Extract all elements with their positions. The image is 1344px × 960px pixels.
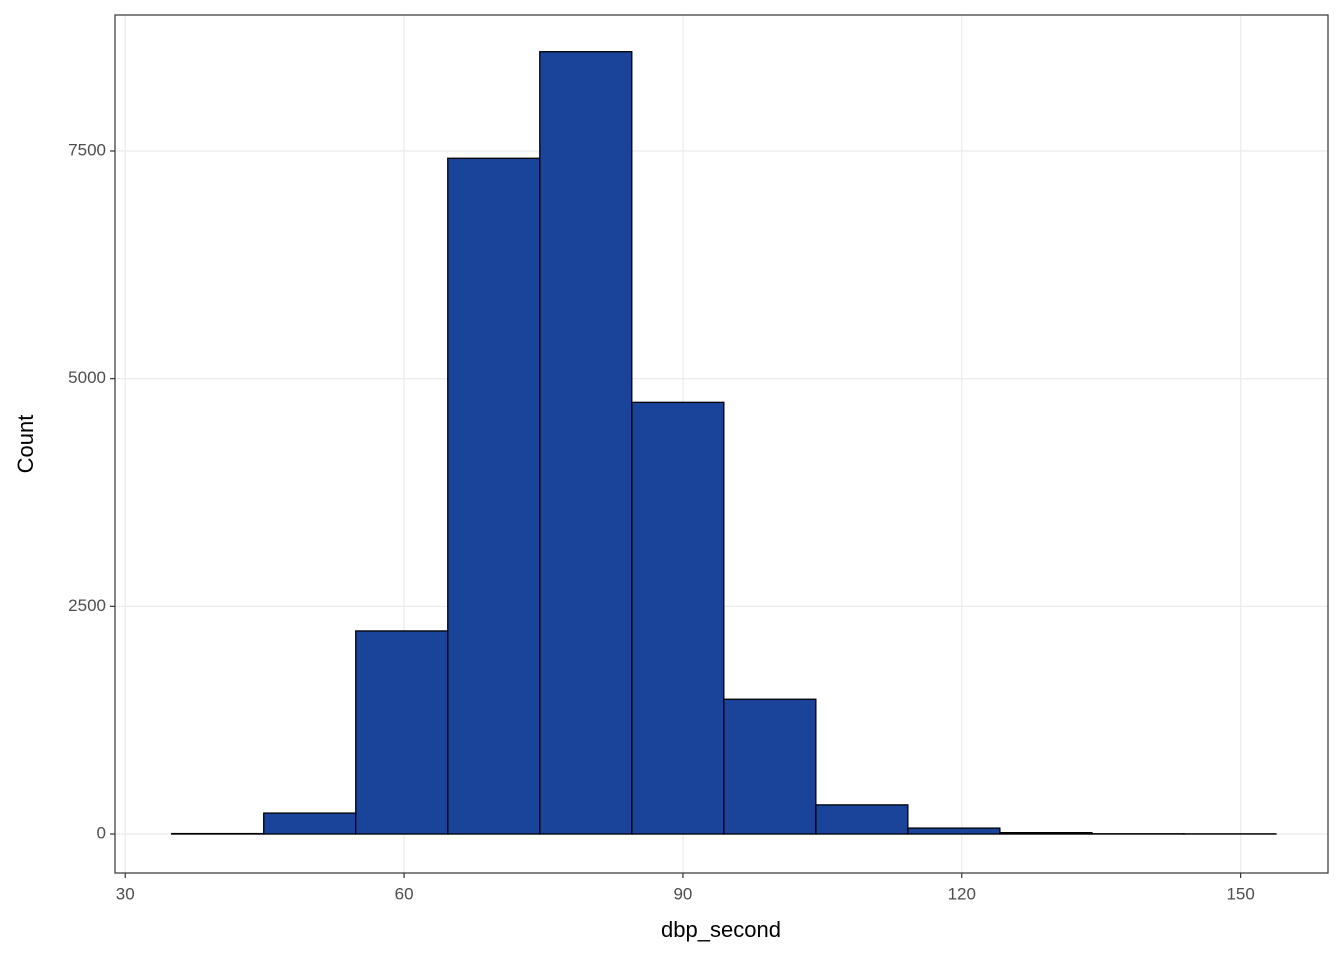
y-tick-label: 0: [97, 824, 106, 843]
y-tick-label: 7500: [68, 140, 106, 159]
bar: [815, 804, 909, 835]
bar: [907, 827, 1001, 835]
x-tick-label: 90: [673, 884, 692, 903]
bar: [539, 51, 633, 835]
bar: [723, 698, 817, 835]
bar: [355, 630, 449, 835]
panel-border: [114, 14, 1329, 874]
x-tick-label: 150: [1226, 884, 1254, 903]
bar: [631, 401, 725, 835]
x-axis-title: dbp_second: [661, 917, 781, 942]
y-axis-title: Count: [13, 415, 38, 474]
bar: [999, 832, 1093, 835]
bars: [171, 51, 1277, 835]
x-tick-label: 60: [395, 884, 414, 903]
x-tick-label: 120: [948, 884, 976, 903]
x-tick-label: 30: [116, 884, 135, 903]
bar: [447, 157, 541, 835]
y-tick-label: 5000: [68, 368, 106, 387]
y-tick-label: 2500: [68, 596, 106, 615]
bar: [263, 812, 357, 835]
